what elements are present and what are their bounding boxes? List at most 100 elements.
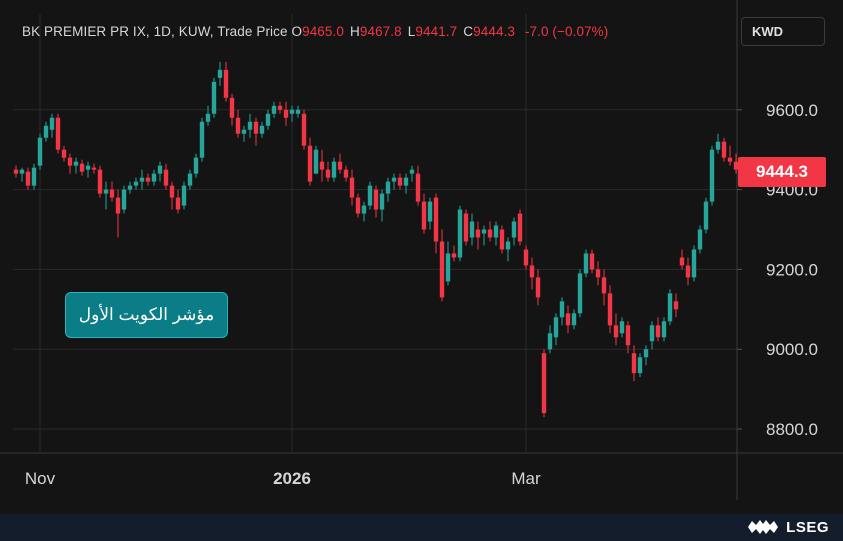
candle[interactable] — [97, 165, 103, 198]
candle[interactable] — [637, 353, 643, 378]
candle[interactable] — [199, 117, 205, 162]
candle[interactable] — [457, 205, 463, 262]
candle[interactable] — [319, 149, 325, 182]
candle[interactable] — [241, 125, 247, 142]
candle[interactable] — [19, 167, 25, 182]
candle[interactable] — [349, 169, 355, 206]
candle[interactable] — [439, 229, 445, 302]
candle[interactable] — [79, 159, 85, 176]
candle[interactable] — [175, 189, 181, 214]
candle[interactable] — [169, 181, 175, 210]
candle[interactable] — [691, 245, 697, 282]
candle[interactable] — [727, 145, 733, 166]
candle[interactable] — [511, 217, 517, 246]
candle[interactable] — [43, 121, 49, 142]
candle[interactable] — [703, 197, 709, 234]
candle[interactable] — [583, 249, 589, 278]
candle[interactable] — [91, 163, 97, 174]
candle[interactable] — [229, 93, 235, 126]
candle[interactable] — [187, 169, 193, 190]
candle[interactable] — [217, 61, 223, 86]
candle[interactable] — [181, 181, 187, 210]
candle[interactable] — [13, 165, 19, 178]
candle[interactable] — [607, 285, 613, 334]
candle[interactable] — [307, 137, 313, 186]
candle[interactable] — [157, 161, 163, 182]
candle[interactable] — [499, 225, 505, 254]
candle[interactable] — [595, 261, 601, 286]
candle[interactable] — [55, 113, 61, 154]
candle[interactable] — [253, 117, 259, 146]
candle[interactable] — [685, 257, 691, 286]
candle[interactable] — [577, 269, 583, 318]
candle[interactable] — [553, 313, 559, 346]
candle[interactable] — [109, 181, 115, 202]
candle[interactable] — [223, 61, 229, 102]
candle[interactable] — [517, 209, 523, 246]
candle[interactable] — [301, 109, 307, 150]
candle[interactable] — [379, 189, 385, 222]
candle[interactable] — [505, 237, 511, 262]
candle[interactable] — [475, 221, 481, 250]
candle[interactable] — [37, 133, 43, 170]
candle[interactable] — [265, 109, 271, 130]
candle[interactable] — [373, 185, 379, 218]
candle[interactable] — [427, 197, 433, 230]
candle[interactable] — [523, 245, 529, 270]
candle[interactable] — [715, 133, 721, 154]
candle[interactable] — [463, 209, 469, 246]
candle[interactable] — [151, 169, 157, 186]
candle[interactable] — [625, 321, 631, 354]
candle[interactable] — [235, 109, 241, 138]
candle[interactable] — [325, 161, 331, 182]
candle[interactable] — [721, 137, 727, 162]
candle[interactable] — [391, 173, 397, 190]
candle[interactable] — [205, 105, 211, 126]
candle[interactable] — [67, 153, 73, 174]
candle[interactable] — [385, 177, 391, 202]
candle[interactable] — [679, 249, 685, 270]
candle[interactable] — [361, 201, 367, 222]
candle[interactable] — [289, 105, 295, 122]
candle[interactable] — [433, 193, 439, 254]
candle[interactable] — [331, 157, 337, 182]
candle[interactable] — [61, 145, 67, 162]
candle[interactable] — [451, 245, 457, 262]
candle[interactable] — [619, 317, 625, 338]
candle[interactable] — [133, 177, 139, 190]
candle[interactable] — [541, 349, 547, 418]
candle[interactable] — [565, 305, 571, 334]
chart-area[interactable]: 8800.0 9000.0 9200.0 9400.0 9600.0 Nov 2026 Mar… — [0, 0, 843, 514]
candle[interactable] — [421, 193, 427, 234]
candle[interactable] — [295, 105, 301, 118]
candle[interactable] — [211, 77, 217, 118]
candle[interactable] — [163, 163, 169, 190]
candle[interactable] — [469, 213, 475, 246]
candle[interactable] — [49, 113, 55, 138]
candle[interactable] — [613, 313, 619, 346]
candle[interactable] — [529, 257, 535, 290]
candle[interactable] — [85, 161, 91, 178]
candle[interactable] — [709, 145, 715, 206]
candle[interactable] — [103, 181, 109, 210]
candle[interactable] — [643, 345, 649, 366]
candle[interactable] — [121, 185, 127, 214]
candle[interactable] — [571, 309, 577, 330]
candle[interactable] — [493, 221, 499, 246]
candle[interactable] — [73, 157, 79, 174]
candle[interactable] — [139, 169, 145, 190]
candle[interactable] — [547, 325, 553, 354]
candle[interactable] — [397, 173, 403, 190]
candle[interactable] — [313, 145, 319, 174]
candle[interactable] — [145, 173, 151, 186]
candle[interactable] — [445, 241, 451, 286]
candle[interactable] — [655, 317, 661, 342]
candle[interactable] — [403, 173, 409, 194]
candle[interactable] — [697, 225, 703, 254]
candle[interactable] — [271, 101, 277, 118]
candle[interactable] — [673, 293, 679, 318]
candle[interactable] — [649, 321, 655, 350]
candle[interactable] — [247, 113, 253, 138]
candle[interactable] — [733, 153, 739, 174]
